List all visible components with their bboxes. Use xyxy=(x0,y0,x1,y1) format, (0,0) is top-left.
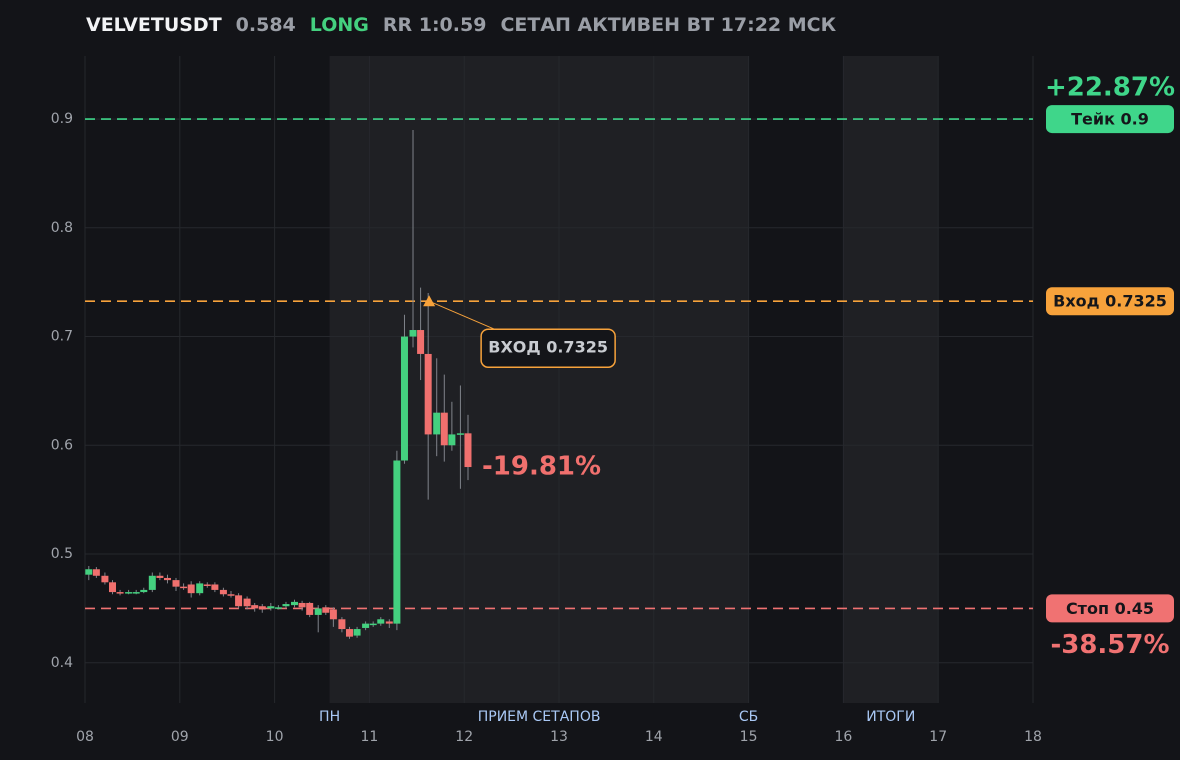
x-tick-label: 16 xyxy=(834,729,852,745)
x-tick-label: 18 xyxy=(1024,729,1042,745)
x-tick-label: 17 xyxy=(929,729,947,745)
entry-marker xyxy=(423,295,436,307)
level-pill xyxy=(1046,594,1174,623)
candle-body xyxy=(409,330,417,337)
symbol: VELVETUSDT xyxy=(86,14,222,36)
candle-body xyxy=(298,602,306,608)
candle-body xyxy=(338,619,346,630)
status: СЕТАП АКТИВЕН ВТ 17:22 МСК xyxy=(500,14,837,36)
level-percent: +22.87% xyxy=(1045,73,1175,103)
candle-body xyxy=(385,621,393,624)
level-label: Вход 0.7325 xyxy=(1053,292,1167,311)
side: LONG xyxy=(309,14,369,36)
candle-body xyxy=(433,412,441,435)
session-zone xyxy=(329,56,749,703)
candle-body xyxy=(369,623,377,626)
candle-body xyxy=(148,575,156,590)
zone-label: ПРИЕМ СЕТАПОВ xyxy=(478,709,601,725)
x-tick-label: 09 xyxy=(171,729,189,745)
candle-body xyxy=(219,589,227,595)
candle-body xyxy=(196,583,204,594)
candle-body xyxy=(92,569,100,576)
day-marker-label: СБ xyxy=(739,709,758,725)
entry-connector xyxy=(428,300,500,332)
candle-body xyxy=(235,595,243,607)
candle-body xyxy=(417,330,425,354)
x-tick-label: 15 xyxy=(740,729,758,745)
y-tick-label: 0.7 xyxy=(51,329,73,345)
candle-body xyxy=(345,629,353,637)
candle-body xyxy=(314,608,322,615)
candle-body xyxy=(132,592,140,594)
x-tick-label: 13 xyxy=(550,729,568,745)
candle-body xyxy=(85,569,93,575)
y-tick-label: 0.9 xyxy=(51,111,73,127)
candle-body xyxy=(187,584,195,594)
candle-body xyxy=(125,592,133,594)
zone-label: ИТОГИ xyxy=(866,709,915,725)
candle-body xyxy=(156,575,164,578)
candle-body xyxy=(211,584,219,590)
candle-body xyxy=(362,623,370,628)
x-tick-label: 08 xyxy=(76,729,94,745)
candle-body xyxy=(282,604,290,607)
candle-body xyxy=(243,598,251,607)
candle-body xyxy=(448,434,456,446)
x-tick-label: 11 xyxy=(360,729,378,745)
candle-body xyxy=(464,433,472,468)
x-tick-label: 10 xyxy=(266,729,284,745)
candle-body xyxy=(424,353,432,435)
price: 0.584 xyxy=(235,14,296,36)
y-tick-label: 0.4 xyxy=(51,655,73,671)
header: VELVETUSDT 0.584 LONG RR 1:0.59 СЕТАП АК… xyxy=(86,14,836,36)
candle-body xyxy=(329,609,337,620)
candle-body xyxy=(377,619,385,624)
candle-body xyxy=(172,580,180,587)
risk-reward: RR 1:0.59 xyxy=(382,14,487,36)
candle-body xyxy=(440,412,448,446)
candle-body xyxy=(108,582,116,593)
entry-label: ВХОД 0.7325 xyxy=(488,338,608,357)
candle-body xyxy=(227,594,235,596)
y-tick-label: 0.6 xyxy=(51,437,73,453)
candle-body xyxy=(274,607,282,609)
x-tick-label: 12 xyxy=(455,729,473,745)
candle-body xyxy=(291,601,299,606)
level-label: Тейк 0.9 xyxy=(1071,110,1149,129)
candle-body xyxy=(322,607,330,613)
x-tick-label: 14 xyxy=(645,729,663,745)
candle-body xyxy=(456,433,464,435)
level-label: Стоп 0.45 xyxy=(1066,599,1154,618)
day-marker-label: ПН xyxy=(319,709,340,725)
candle-body xyxy=(140,589,148,593)
y-tick-label: 0.8 xyxy=(51,220,73,236)
candle-body xyxy=(353,629,361,636)
session-zone xyxy=(843,56,939,703)
current-change: -19.81% xyxy=(482,452,601,482)
entry-box xyxy=(480,328,616,368)
level-pill xyxy=(1046,105,1174,134)
candle-body xyxy=(393,460,401,624)
candle-body xyxy=(116,592,124,594)
level-percent: -38.57% xyxy=(1050,630,1169,660)
candle-body xyxy=(306,602,314,615)
level-pill xyxy=(1046,287,1174,316)
candle-body xyxy=(180,586,188,589)
candle-body xyxy=(400,336,408,461)
candle-body xyxy=(258,606,266,610)
candle-body xyxy=(251,605,259,609)
candle-body xyxy=(163,577,171,581)
y-tick-label: 0.5 xyxy=(51,546,73,562)
candle-body xyxy=(267,606,275,609)
candle-body xyxy=(203,584,211,586)
candle-body xyxy=(101,575,109,583)
